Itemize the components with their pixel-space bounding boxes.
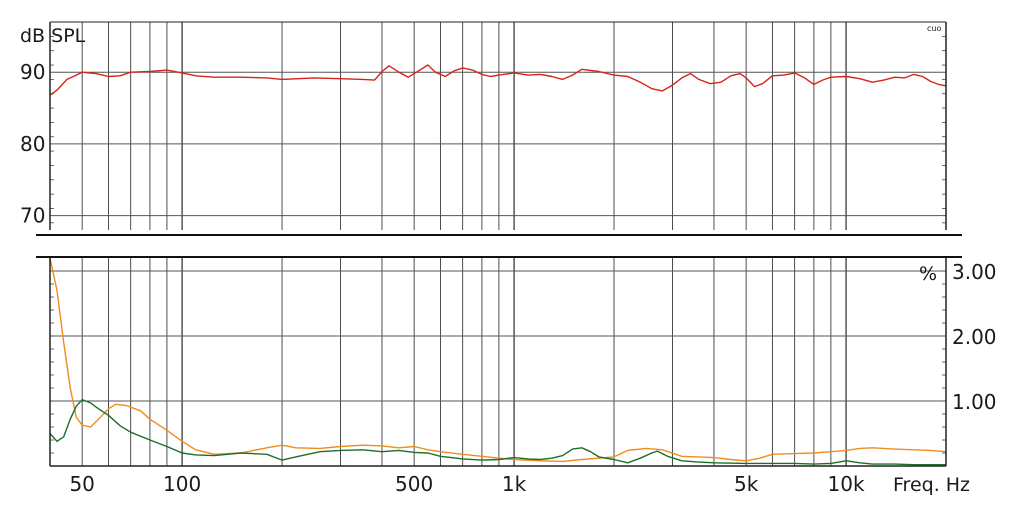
spl-tick-label: 90 (20, 60, 45, 84)
frequency-tick-label: 10k (828, 472, 865, 496)
percent-tick-label: 1.00 (952, 390, 997, 414)
frequency-tick-label: 500 (395, 472, 433, 496)
top-series-line-0 (49, 64, 947, 96)
chart-frame (36, 21, 962, 467)
frequency-tick-label: 50 (69, 472, 94, 496)
frequency-tick-label: 100 (163, 472, 201, 496)
corner-label: cuo (927, 24, 941, 33)
percent-axis-label: % (919, 263, 937, 285)
frequency-tick-label: 5k (734, 472, 759, 496)
series-layer (49, 64, 947, 466)
labels: dB SPL cuo % Freq. Hz 70 80 90 1.00 2.00 3.00… (20, 24, 997, 496)
frequency-tick-label: 1k (502, 472, 527, 496)
percent-tick-label: 3.00 (952, 260, 997, 284)
bottom-series-line-0 (49, 257, 947, 463)
grid (50, 22, 947, 466)
spl-tick-label: 70 (20, 204, 45, 228)
bottom-series-line-1 (49, 399, 946, 466)
spl-tick-label: 80 (20, 132, 45, 156)
spl-axis-label: dB SPL (20, 25, 86, 47)
frequency-axis-label: Freq. Hz (893, 474, 970, 496)
percent-tick-label: 2.00 (952, 325, 997, 349)
